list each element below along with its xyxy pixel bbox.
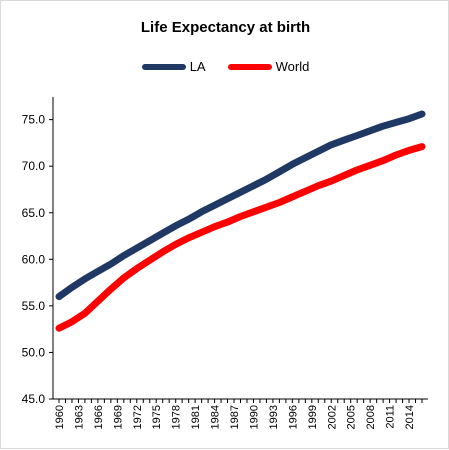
legend-label-la: LA: [189, 59, 206, 74]
x-tick-label: 1996: [287, 405, 299, 429]
series-line-la: [55, 110, 426, 301]
y-tick-label: 60.0: [22, 252, 46, 266]
x-tick-label: 2005: [346, 405, 358, 429]
x-tick-label: 2011: [385, 405, 397, 429]
legend-label-world: World: [275, 59, 310, 74]
y-tick-label: 45.0: [22, 392, 46, 406]
legend-swatch-la: [141, 63, 186, 70]
x-tick-label: 2008: [365, 405, 377, 429]
legend-item-la: LA: [141, 59, 206, 74]
legend-swatch-world: [227, 63, 272, 70]
x-tick-label: 1966: [93, 405, 105, 429]
y-tick-label: 55.0: [22, 299, 46, 313]
legend-item-world: World: [227, 59, 310, 74]
y-tick-label: 50.0: [22, 345, 46, 359]
x-tick-label: 1969: [112, 405, 124, 429]
x-tick-label: 1981: [190, 405, 202, 429]
x-tick-label: 2002: [326, 405, 338, 429]
x-tick-label: 1975: [151, 405, 163, 429]
x-tick-label: 1987: [229, 405, 241, 429]
x-tick-label: 1960: [54, 405, 66, 429]
x-tick-label: 1984: [210, 405, 222, 429]
x-tick-label: 1978: [171, 405, 183, 429]
chart-title: Life Expectancy at birth: [140, 19, 311, 36]
x-tick-label: 2014: [404, 405, 416, 429]
x-tick-label: 1999: [307, 405, 319, 429]
y-tick-label: 65.0: [22, 206, 46, 220]
x-tick-label: 1972: [132, 405, 144, 429]
x-tick-label: 1993: [268, 405, 280, 429]
legend: LA World: [1, 59, 449, 74]
y-tick-label: 75.0: [22, 113, 46, 127]
y-tick-label: 70.0: [22, 159, 46, 173]
x-tick-label: 1990: [248, 405, 260, 429]
x-tick-label: 1963: [73, 405, 85, 429]
series-line-world: [55, 143, 426, 332]
